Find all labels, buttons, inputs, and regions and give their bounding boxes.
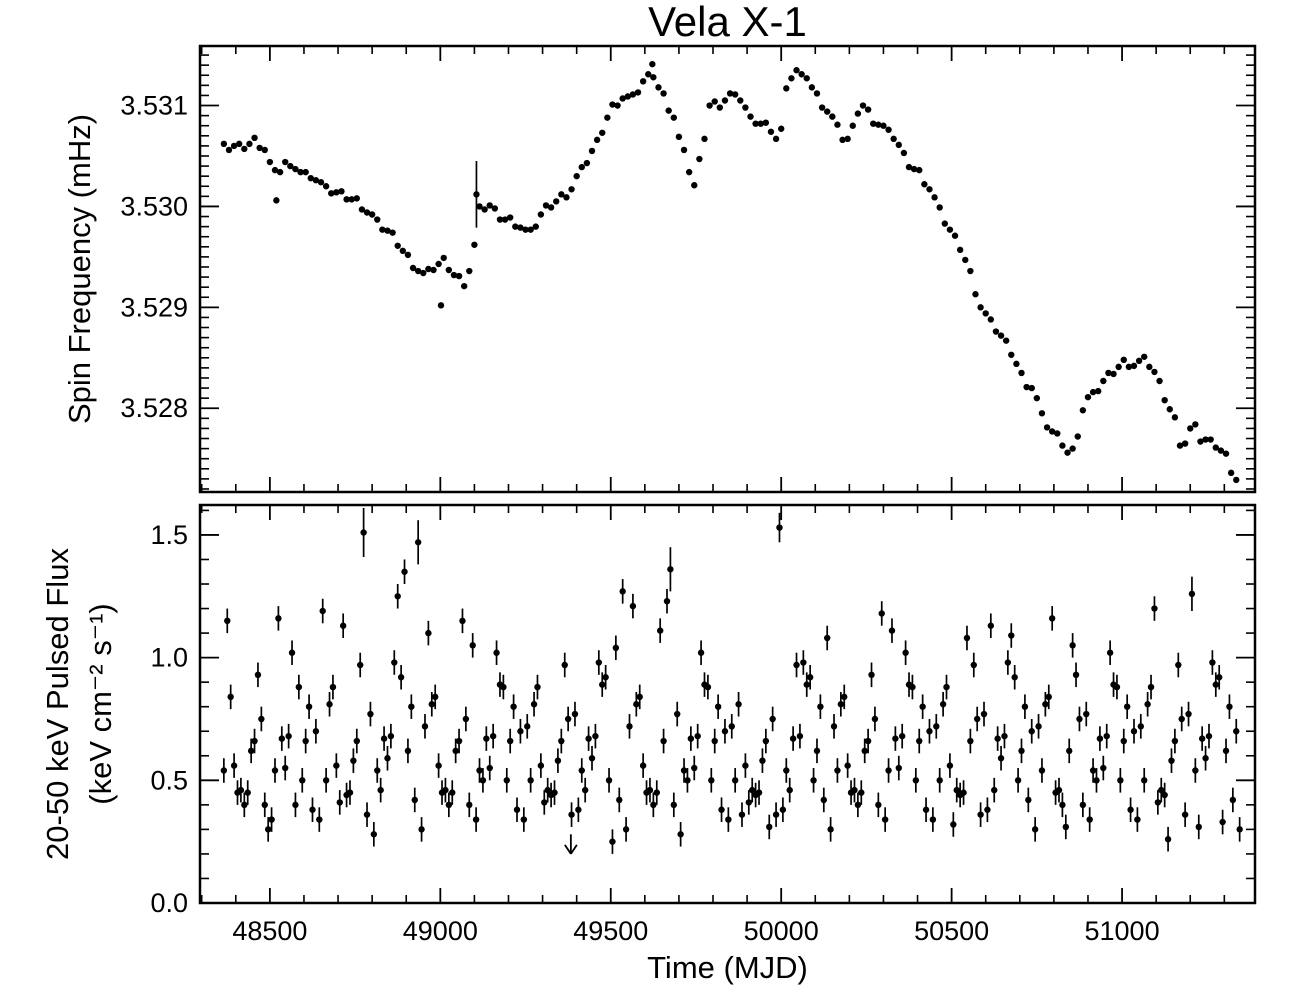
spin-frequency-y-tick-label: 3.530 — [120, 191, 188, 221]
pulsed-flux-y-tick-label: 1.5 — [150, 520, 188, 550]
x-tick-label: 50500 — [914, 916, 989, 946]
pulsed-flux-points — [220, 507, 1243, 854]
spin-frequency-y-tick-label: 3.529 — [120, 292, 188, 322]
pulsed-flux-x-ticks — [200, 505, 1226, 903]
spin-frequency-x-ticks — [200, 46, 1226, 492]
x-tick-label: 50000 — [744, 916, 819, 946]
x-tick-label: 49000 — [403, 916, 478, 946]
spin-frequency-y-tick-label: 3.531 — [120, 91, 188, 121]
spin-frequency-y-tick-label: 3.528 — [120, 393, 188, 423]
spin-frequency-frame — [198, 44, 1257, 494]
pulsed-flux-y-tick-label: 0.5 — [150, 765, 188, 795]
spin-frequency-panel: 3.528 3.529 3.530 3.531 — [120, 44, 1257, 494]
spin-frequency-points — [220, 60, 1240, 484]
x-tick-label: 49500 — [573, 916, 648, 946]
pulsed-flux-y-tick-label: 1.0 — [150, 643, 188, 673]
x-axis-label: Time (MJD) — [647, 950, 808, 985]
pulsed-flux-y-ticks — [200, 509, 1255, 904]
x-tick-label: 51000 — [1085, 916, 1160, 946]
pulsed-flux-panel: 0.0 0.5 1.0 1.5 48500 49000 49500 50000 50500 510… — [150, 503, 1257, 946]
x-tick-label: 48500 — [232, 916, 307, 946]
pulsed-flux-y-tick-label: 0.0 — [150, 888, 188, 918]
pulsed-flux-frame — [198, 503, 1257, 905]
chart-title: Vela X-1 — [648, 0, 807, 45]
upper-limit-arrow — [564, 834, 578, 855]
spin-frequency-y-ticks — [200, 54, 1255, 490]
